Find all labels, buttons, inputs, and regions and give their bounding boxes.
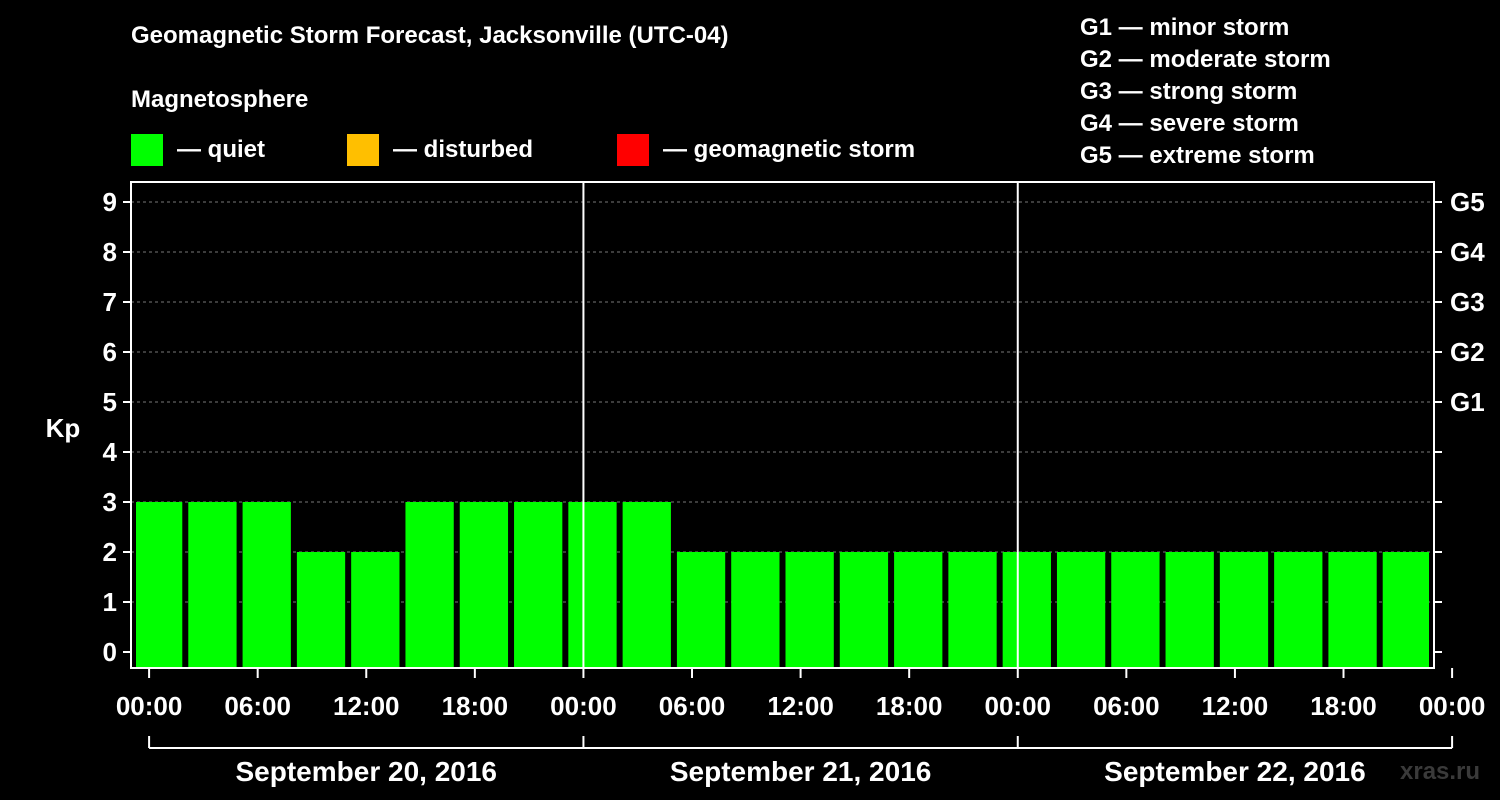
g-scale-g4: G4 — severe storm — [1080, 110, 1299, 137]
y-tick-label-0: 0 — [103, 637, 117, 667]
kp-bar-0 — [136, 502, 183, 668]
g-tick-label-G2: G2 — [1450, 337, 1485, 367]
kp-bar-13 — [839, 552, 889, 668]
x-tick-label-11: 18:00 — [1310, 691, 1377, 721]
x-tick-label-0: 00:00 — [116, 691, 183, 721]
y-axis-label: Kp — [46, 413, 81, 443]
kp-bar-23 — [1382, 552, 1429, 668]
x-tick-label-9: 06:00 — [1093, 691, 1160, 721]
chart-title: Geomagnetic Storm Forecast, Jacksonville… — [131, 22, 729, 49]
kp-bar-20 — [1219, 552, 1269, 668]
kp-bar-1 — [188, 502, 237, 668]
g-scale-g1: G1 — minor storm — [1080, 14, 1290, 41]
kp-bar-22 — [1328, 552, 1377, 668]
x-tick-label-3: 18:00 — [442, 691, 509, 721]
kp-bar-7 — [514, 502, 563, 668]
y-tick-label-8: 8 — [103, 237, 117, 267]
legend-swatch-storm — [617, 134, 649, 166]
x-tick-label-2: 12:00 — [333, 691, 400, 721]
legend-item-storm: — geomagnetic storm — [617, 133, 915, 167]
watermark: xras.ru — [1400, 758, 1481, 785]
kp-bar-21 — [1274, 552, 1323, 668]
x-tick-label-7: 18:00 — [876, 691, 943, 721]
kp-bar-4 — [351, 552, 400, 668]
legend-item-disturbed: — disturbed — [347, 133, 533, 167]
x-tick-label-10: 12:00 — [1202, 691, 1269, 721]
y-tick-label-3: 3 — [103, 487, 117, 517]
g-tick-label-G1: G1 — [1450, 387, 1485, 417]
legend-swatch-disturbed — [347, 134, 379, 166]
legend-label-disturbed: — disturbed — [393, 136, 534, 163]
plot-frame — [130, 181, 1435, 669]
y-tick-label-7: 7 — [103, 287, 117, 317]
g-scale-legend: G1 — minor storm G2 — moderate storm G3 … — [1080, 12, 1331, 172]
kp-bar-3 — [296, 552, 346, 668]
kp-bar-16 — [1002, 552, 1051, 668]
kp-bar-11 — [731, 552, 780, 668]
kp-bar-18 — [1111, 552, 1160, 668]
x-tick-label-6: 12:00 — [767, 691, 834, 721]
kp-bar-9 — [622, 502, 671, 668]
legend-swatch-quiet — [131, 134, 163, 166]
g-scale-g2: G2 — moderate storm — [1080, 46, 1331, 73]
kp-bar-10 — [676, 552, 726, 668]
kp-bar-14 — [894, 552, 943, 668]
day-label-0: September 20, 2016 — [236, 756, 498, 787]
kp-bar-19 — [1165, 552, 1214, 668]
y-tick-label-6: 6 — [103, 337, 117, 367]
g-tick-label-G5: G5 — [1450, 187, 1485, 217]
g-scale-g5: G5 — extreme storm — [1080, 142, 1315, 169]
g-scale-g3: G3 — strong storm — [1080, 78, 1298, 105]
x-tick-label-12: 00:00 — [1419, 691, 1486, 721]
kp-bar-12 — [785, 552, 834, 668]
legend-label-storm: — geomagnetic storm — [663, 136, 916, 163]
x-tick-label-5: 06:00 — [659, 691, 726, 721]
day-label-2: September 22, 2016 — [1104, 756, 1366, 787]
g-tick-label-G3: G3 — [1450, 287, 1485, 317]
g-tick-label-G4: G4 — [1450, 237, 1485, 267]
x-tick-label-1: 06:00 — [224, 691, 291, 721]
kp-bar-8 — [568, 502, 617, 668]
magnetosphere-label: Magnetosphere — [131, 86, 309, 113]
kp-bar-6 — [459, 502, 509, 668]
kp-bar-15 — [948, 552, 997, 668]
x-tick-label-4: 00:00 — [550, 691, 617, 721]
y-tick-label-5: 5 — [103, 387, 117, 417]
y-tick-label-9: 9 — [103, 187, 117, 217]
legend-label-quiet: — quiet — [177, 136, 265, 163]
x-tick-label-8: 00:00 — [985, 691, 1052, 721]
kp-bar-17 — [1056, 552, 1106, 668]
y-tick-label-4: 4 — [103, 437, 118, 467]
day-label-1: September 21, 2016 — [670, 756, 932, 787]
kp-bar-5 — [405, 502, 454, 668]
kp-bar-2 — [242, 502, 291, 668]
y-tick-label-2: 2 — [103, 537, 117, 567]
y-tick-label-1: 1 — [103, 587, 117, 617]
legend-item-quiet: — quiet — [131, 133, 265, 167]
